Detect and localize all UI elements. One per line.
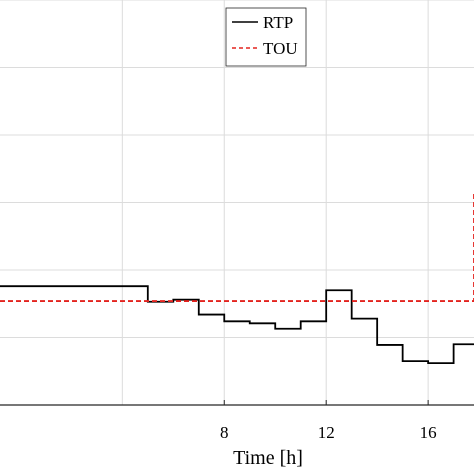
legend-label-tou: TOU (263, 39, 298, 58)
series-line-rtp (0, 285, 474, 365)
x-tick-label: 16 (420, 423, 437, 442)
x-axis-label: Time [h] (233, 447, 303, 469)
legend-label-rtp: RTP (263, 13, 293, 32)
series-layer (0, 192, 474, 365)
legend: RTP TOU (225, 7, 307, 67)
legend-box (225, 7, 307, 67)
x-tick-labels: 8 12 16 (220, 400, 437, 442)
x-tick-label: 8 (220, 423, 229, 442)
x-tick-label: 12 (318, 423, 335, 442)
grid-lines (0, 0, 474, 405)
